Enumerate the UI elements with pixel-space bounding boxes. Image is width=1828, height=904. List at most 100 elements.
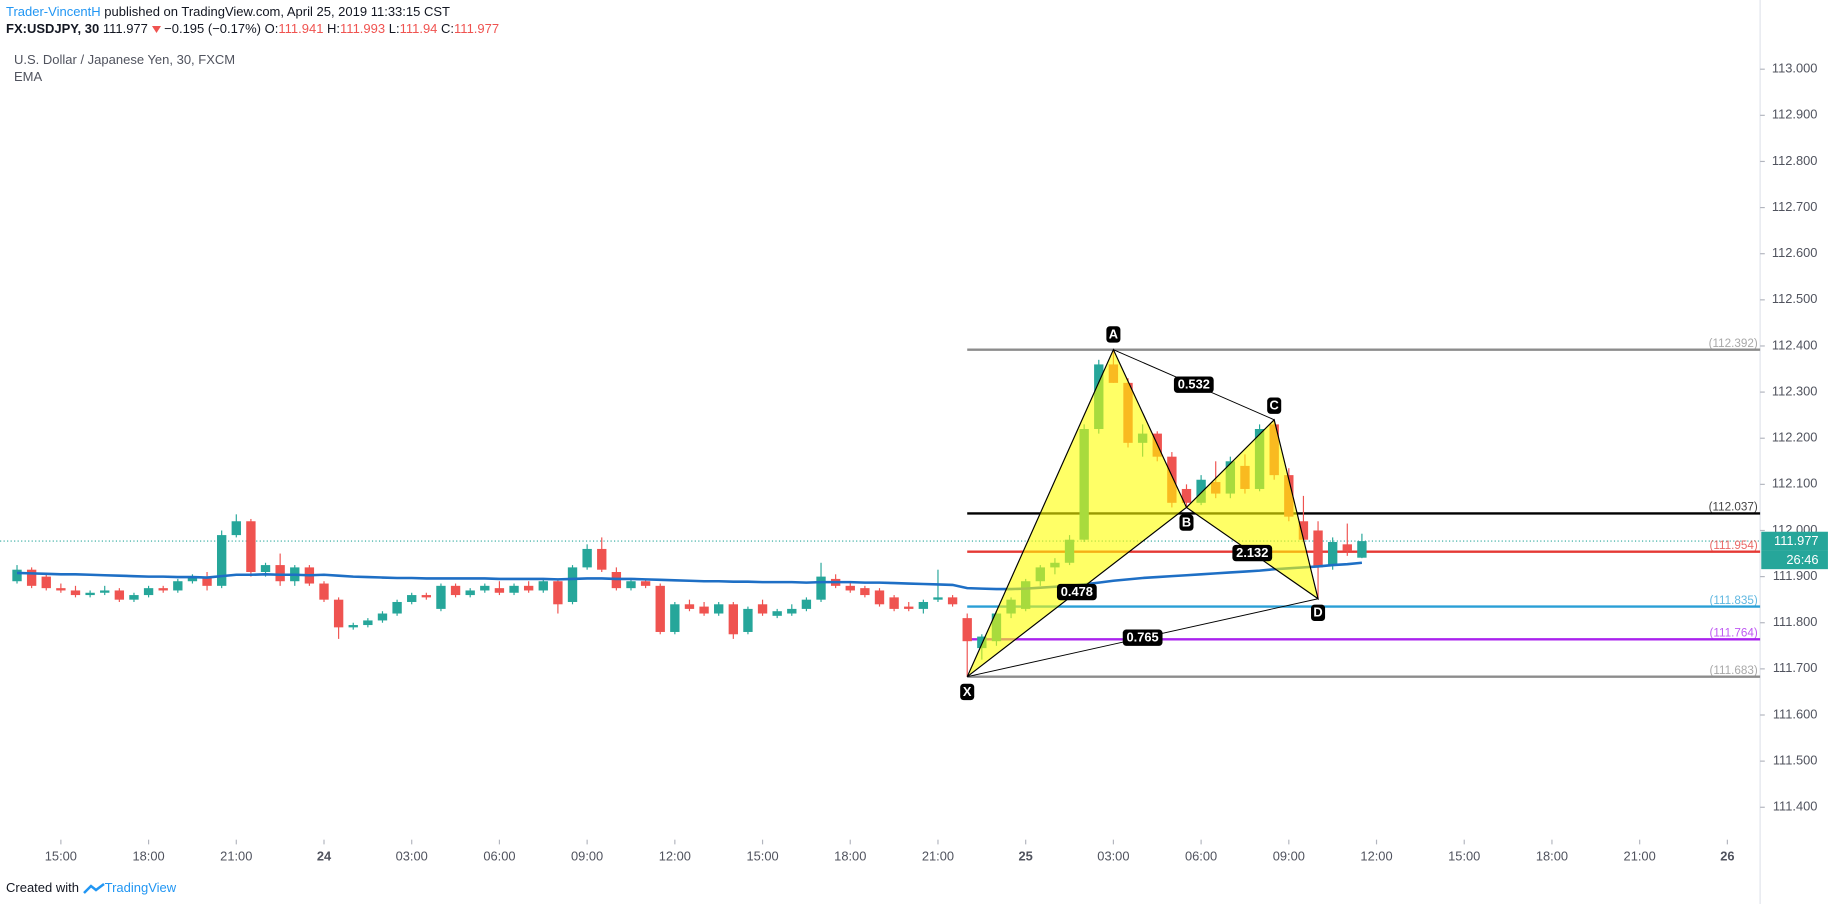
level-label: (111.954) [1709, 539, 1757, 552]
logo [82, 882, 105, 894]
level-label: (111.683) [1709, 664, 1757, 677]
y-tick-label: 112.300 [1772, 383, 1818, 398]
candle-body [743, 608, 753, 632]
candle-body [845, 585, 855, 591]
price-tag-label: 111.977 [1774, 533, 1819, 548]
point-label-box [1267, 397, 1282, 414]
x-tick-label: 06:00 [1185, 849, 1217, 864]
open-value: 111.941 [278, 21, 324, 36]
candle-body [114, 590, 125, 600]
open-label: O: [264, 21, 279, 36]
candle-body [56, 588, 66, 591]
x-tick-label: 06:00 [483, 849, 515, 864]
y-tick-label: 112.500 [1772, 291, 1818, 306]
x-tick-label: 21:00 [922, 849, 954, 864]
candle-body [1357, 541, 1367, 558]
y-tick-label: 112.200 [1772, 430, 1818, 445]
x-tick-label: 26 [1720, 849, 1734, 864]
ratio-label: 0.532 [1178, 377, 1210, 392]
last-price: 111.977 [102, 21, 148, 36]
x-tick-label: 21:00 [1624, 849, 1656, 864]
candle-body [538, 581, 548, 591]
point-label: X [963, 684, 972, 699]
y-tick-label: 111.600 [1773, 706, 1818, 721]
x-tick-label: 03:00 [1097, 849, 1129, 864]
footer: Created with TradingView [6, 880, 176, 895]
candle-body [465, 590, 475, 596]
candle-body [363, 620, 373, 626]
candle-body [714, 604, 724, 614]
candle-body [158, 588, 168, 591]
ema-line [16, 561, 1363, 591]
candle-body [947, 597, 958, 605]
y-tick-label: 111.500 [1773, 753, 1818, 768]
point-label-box [1179, 514, 1194, 531]
candle-body [874, 590, 885, 605]
candle-body [450, 585, 461, 596]
candle-body [436, 585, 446, 609]
candle-body [626, 581, 636, 589]
candle-body [494, 588, 505, 593]
candle-body [523, 585, 534, 591]
down-arrow [151, 26, 161, 34]
candle-body [260, 565, 271, 573]
ratio-label: 2.132 [1236, 545, 1268, 560]
candle-body [12, 569, 22, 582]
level-label: (112.037) [1709, 501, 1758, 514]
candle-body [553, 581, 563, 605]
candle-body [41, 576, 51, 589]
level-label: (112.392) [1709, 337, 1758, 350]
candle-body [173, 581, 183, 591]
low-value: 111.94 [399, 21, 438, 36]
ratio-label: 0.478 [1061, 584, 1093, 599]
candle-body [1298, 521, 1309, 540]
candle-body [962, 618, 972, 642]
author[interactable]: Trader-VincentH [6, 4, 101, 19]
price-tag [1761, 531, 1828, 551]
candle-body [143, 588, 154, 596]
candle-body [275, 565, 285, 582]
candle-body [1327, 542, 1338, 566]
candle-body [889, 597, 899, 609]
candle-body [597, 548, 607, 570]
y-tick-label: 113.000 [1772, 61, 1818, 76]
high-value: 111.993 [340, 21, 386, 36]
y-tick-label: 112.700 [1772, 199, 1818, 214]
point-label-box [1311, 604, 1326, 621]
candle-body [129, 595, 139, 600]
point-label: C [1270, 398, 1279, 413]
symbol: FX:USDJPY, 30 [6, 21, 100, 36]
y-tick-label: 111.400 [1773, 799, 1818, 814]
candle-body [202, 576, 212, 586]
candle-body [246, 521, 256, 573]
brand[interactable]: TradingView [104, 880, 177, 895]
published: published on TradingView.com, April 25, … [104, 4, 450, 19]
candle-body [684, 604, 695, 609]
x-tick-label: 09:00 [571, 849, 603, 864]
candle-body [801, 599, 812, 609]
y-tick-label: 112.400 [1772, 337, 1818, 352]
candle-body [640, 581, 651, 586]
candle-body [977, 636, 987, 649]
y-tick-label: 111.700 [1773, 660, 1818, 675]
candle-body [85, 592, 95, 596]
low-label: L: [388, 21, 400, 36]
y-tick-label: 112.900 [1772, 107, 1818, 122]
candle-body [582, 548, 592, 568]
candle-body [187, 576, 198, 582]
candle-body [348, 625, 358, 628]
candle-body [904, 606, 914, 609]
x-tick-label: 21:00 [220, 849, 252, 864]
candle-body [333, 599, 344, 628]
candle-body [1342, 544, 1352, 552]
candle-body [319, 583, 329, 600]
candle-body [100, 590, 110, 593]
candle-body [670, 604, 680, 632]
candle-body [480, 585, 490, 591]
candle-body [787, 608, 797, 614]
close-label: C: [441, 21, 455, 36]
candle-body [231, 521, 241, 536]
level-label: (111.764) [1709, 627, 1757, 640]
candle-body [757, 604, 768, 614]
candle-body [933, 597, 943, 600]
